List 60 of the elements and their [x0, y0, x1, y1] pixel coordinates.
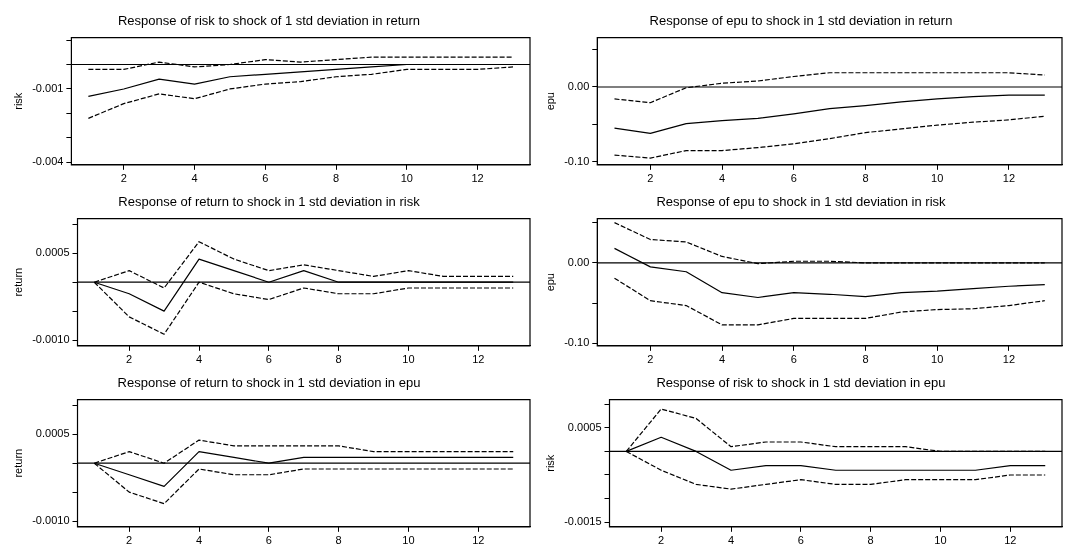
x-tick-label: 2 [647, 172, 654, 185]
x-tick-label: 10 [931, 172, 944, 185]
x-tick-label: 10 [400, 172, 413, 185]
x-tick-label: 12 [1004, 534, 1017, 547]
chart-title: Response of epu to shock in 1 std deviation in risk [656, 194, 947, 210]
x-tick-label: 12 [472, 534, 485, 547]
x-tick-label: 6 [790, 353, 797, 366]
x-tick-label: 4 [195, 534, 203, 547]
chart-title: Response of epu to shock in 1 std deviation in return [649, 13, 953, 29]
x-tick-label: 2 [658, 534, 665, 547]
chart-title: Response of return to shock in 1 std deviation in epu [117, 375, 421, 391]
x-tick-label: 6 [265, 534, 272, 547]
x-tick-label: 4 [195, 353, 203, 366]
y-tick-label: 0.00 [567, 255, 590, 268]
y-axis-title: risk [543, 454, 556, 472]
x-tick-label: 10 [931, 353, 944, 366]
x-tick-label: 10 [402, 534, 415, 547]
chart-title: Response of risk to shock in 1 std deviation in epu [656, 375, 946, 391]
y-tick-label: -0.0010 [32, 333, 70, 346]
y-tick-label: 0.0005 [567, 420, 602, 433]
x-tick-label: 6 [262, 172, 269, 185]
x-tick-label: 4 [719, 353, 726, 366]
y-tick-label: 0.00 [567, 80, 590, 93]
x-tick-label: 10 [402, 353, 415, 366]
x-tick-label: 4 [719, 172, 726, 185]
x-tick-label: 4 [191, 172, 198, 185]
chart-title: Response of return to shock in 1 std deviation in risk [118, 194, 421, 210]
chart-title: Response of risk to shock of 1 std deviation in return [117, 13, 421, 29]
x-tick-label: 6 [265, 353, 272, 366]
y-axis-title: epu [543, 92, 556, 111]
x-tick-label: 8 [862, 172, 869, 185]
y-tick-label: 0.0005 [35, 427, 70, 440]
x-tick-label: 8 [867, 534, 874, 547]
x-tick-label: 6 [797, 534, 804, 547]
y-tick-label: 0.0005 [35, 246, 70, 259]
x-tick-label: 2 [126, 353, 133, 366]
x-tick-label: 2 [120, 172, 127, 185]
x-tick-label: 8 [862, 353, 869, 366]
x-tick-label: 8 [335, 534, 342, 547]
x-tick-label: 2 [647, 353, 654, 366]
y-tick-label: -0.0010 [32, 514, 70, 527]
x-tick-label: 12 [1002, 353, 1016, 366]
y-axis-title: return [11, 448, 24, 478]
x-tick-label: 2 [126, 534, 133, 547]
y-tick-label: -0.0015 [564, 515, 602, 528]
x-tick-label: 12 [1002, 172, 1016, 185]
x-tick-label: 12 [471, 172, 484, 185]
x-tick-label: 12 [472, 353, 485, 366]
y-tick-label: -0.10 [564, 154, 590, 167]
x-tick-label: 10 [934, 534, 947, 547]
x-tick-label: 8 [333, 172, 340, 185]
y-tick-label: -0.001 [32, 82, 64, 94]
y-axis-title: risk [11, 92, 24, 110]
x-tick-label: 4 [727, 534, 735, 547]
y-tick-label: -0.10 [564, 336, 590, 349]
y-axis-title: return [11, 267, 24, 297]
y-tick-label: -0.004 [32, 155, 64, 168]
x-tick-label: 6 [790, 172, 797, 185]
x-tick-label: 8 [335, 353, 342, 366]
y-axis-title: epu [543, 273, 556, 292]
